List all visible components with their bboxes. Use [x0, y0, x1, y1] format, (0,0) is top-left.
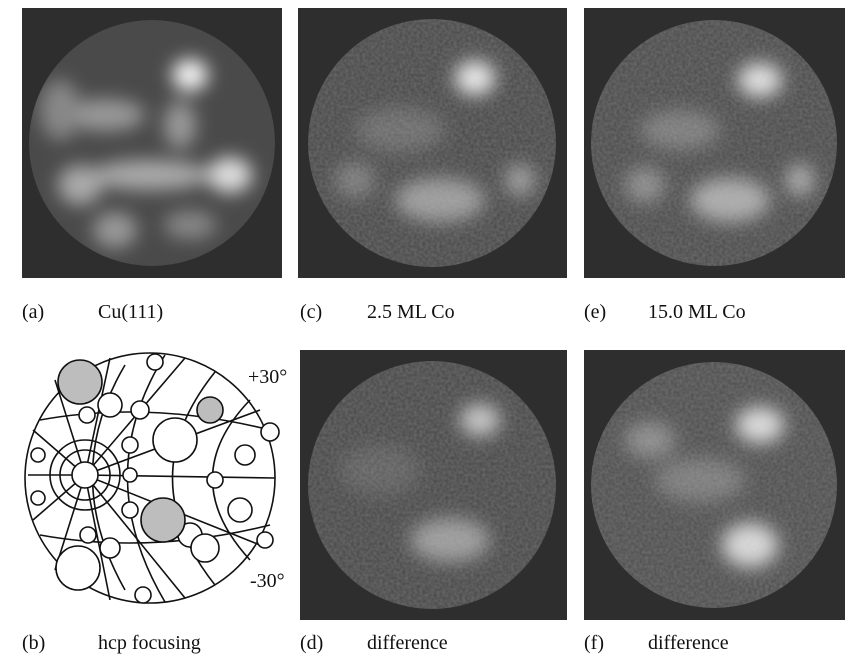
- panel-caption: 2.5 ML Co: [367, 301, 455, 323]
- panel-caption: difference: [648, 632, 729, 654]
- panel-label: (f): [584, 632, 604, 654]
- panel-e: [584, 8, 845, 278]
- panel-d: [300, 350, 567, 620]
- panel-caption: difference: [367, 632, 448, 654]
- panel-label: (d): [300, 632, 323, 654]
- panel-c: [298, 8, 567, 278]
- panel-caption: hcp focusing: [98, 632, 201, 654]
- angle-top: +30°: [248, 366, 287, 388]
- panel-label: (c): [300, 301, 322, 323]
- panel-label: (a): [22, 301, 44, 323]
- panel-a: [22, 8, 282, 278]
- figure: +30° -30° (a) Cu(111) (c) 2.5 ML Co (e) …: [0, 0, 845, 658]
- panel-f: [584, 350, 845, 620]
- panel-label: (b): [22, 632, 45, 654]
- hcp-diagram: [25, 353, 279, 603]
- panel-caption: Cu(111): [98, 301, 163, 323]
- panel-caption: 15.0 ML Co: [648, 301, 746, 323]
- panel-label: (e): [584, 301, 606, 323]
- angle-bottom: -30°: [250, 570, 285, 592]
